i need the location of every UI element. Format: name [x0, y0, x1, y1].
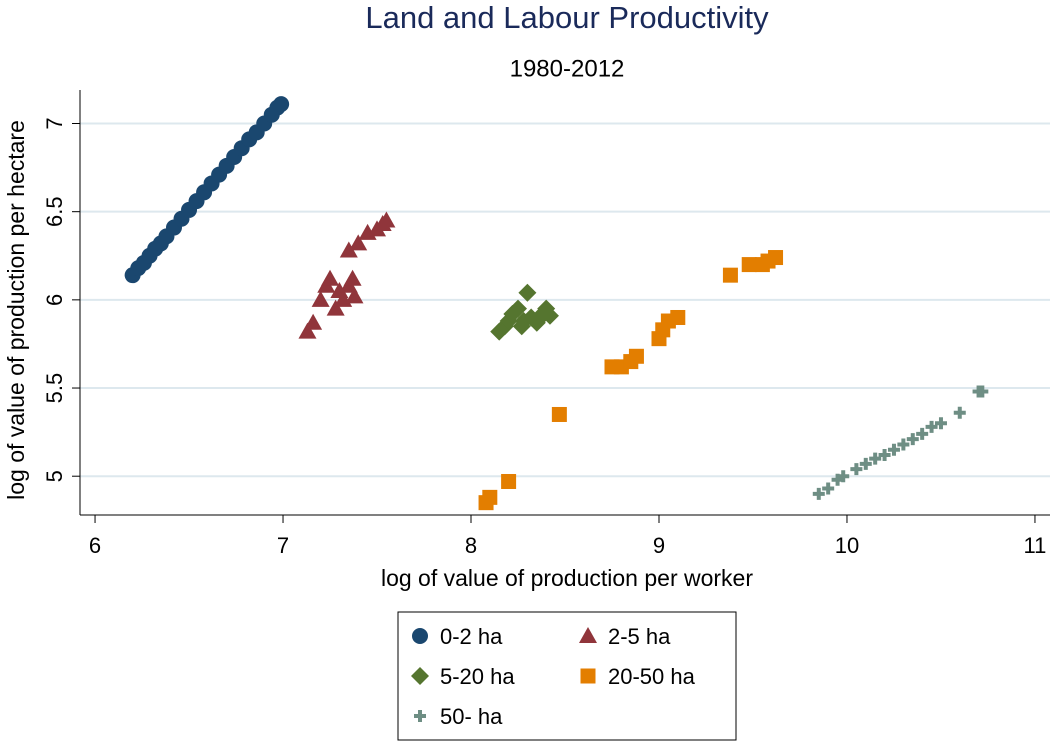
- legend-marker: [411, 667, 429, 685]
- x-tick-label: 11: [1024, 533, 1047, 558]
- point: [897, 438, 910, 451]
- legend-marker: [580, 668, 596, 684]
- x-tick-label: 8: [465, 533, 477, 558]
- legend-label: 5-20 ha: [440, 664, 515, 689]
- point: [670, 309, 686, 325]
- point: [377, 211, 396, 228]
- point: [722, 267, 738, 283]
- point: [551, 406, 567, 422]
- point: [499, 312, 518, 331]
- y-axis-label: log of value of production per hectare: [3, 120, 29, 500]
- x-tick-label: 6: [89, 533, 101, 558]
- point: [339, 241, 358, 258]
- chart-title: Land and Labour Productivity: [365, 0, 769, 35]
- x-tick-label: 9: [653, 533, 665, 558]
- x-tick-label: 7: [277, 533, 289, 558]
- point: [878, 449, 891, 462]
- point: [869, 452, 882, 465]
- point: [859, 457, 872, 470]
- legend-box: [397, 611, 737, 741]
- point: [311, 290, 330, 307]
- point: [304, 313, 323, 330]
- y-tick-label: 5.5: [42, 373, 67, 404]
- legend-marker: [412, 628, 428, 644]
- point: [953, 406, 966, 419]
- x-tick-label: 10: [835, 533, 859, 558]
- legend-marker: [414, 710, 426, 722]
- chart-subtitle: 1980-2012: [510, 55, 625, 82]
- point: [529, 310, 548, 329]
- point: [976, 385, 989, 398]
- point: [837, 470, 850, 483]
- point: [822, 482, 835, 495]
- legend-label: 2-5 ha: [608, 624, 671, 649]
- y-tick-label: 6: [42, 294, 67, 306]
- point: [768, 250, 784, 266]
- point: [925, 420, 938, 433]
- point: [501, 473, 517, 489]
- point: [512, 317, 531, 336]
- point: [812, 487, 825, 500]
- point: [298, 322, 317, 339]
- point: [273, 96, 290, 113]
- legend-marker: [579, 627, 597, 643]
- x-axis-label: log of value of production per worker: [381, 565, 753, 591]
- legend-label: 50- ha: [440, 704, 503, 729]
- point: [326, 299, 345, 316]
- y-tick-label: 6.5: [42, 196, 67, 227]
- legend-label: 20-50 ha: [608, 664, 696, 689]
- point: [518, 283, 537, 302]
- point: [741, 257, 757, 273]
- point: [345, 287, 364, 304]
- y-tick-label: 7: [42, 117, 67, 129]
- point: [349, 234, 368, 251]
- legend-label: 0-2 ha: [440, 624, 503, 649]
- point: [482, 489, 498, 505]
- point: [906, 433, 919, 446]
- point: [343, 269, 362, 286]
- point: [628, 348, 644, 364]
- point: [934, 417, 947, 430]
- point: [887, 443, 900, 456]
- point: [321, 269, 340, 286]
- point: [850, 463, 863, 476]
- y-tick-label: 5: [42, 470, 67, 482]
- point: [916, 427, 929, 440]
